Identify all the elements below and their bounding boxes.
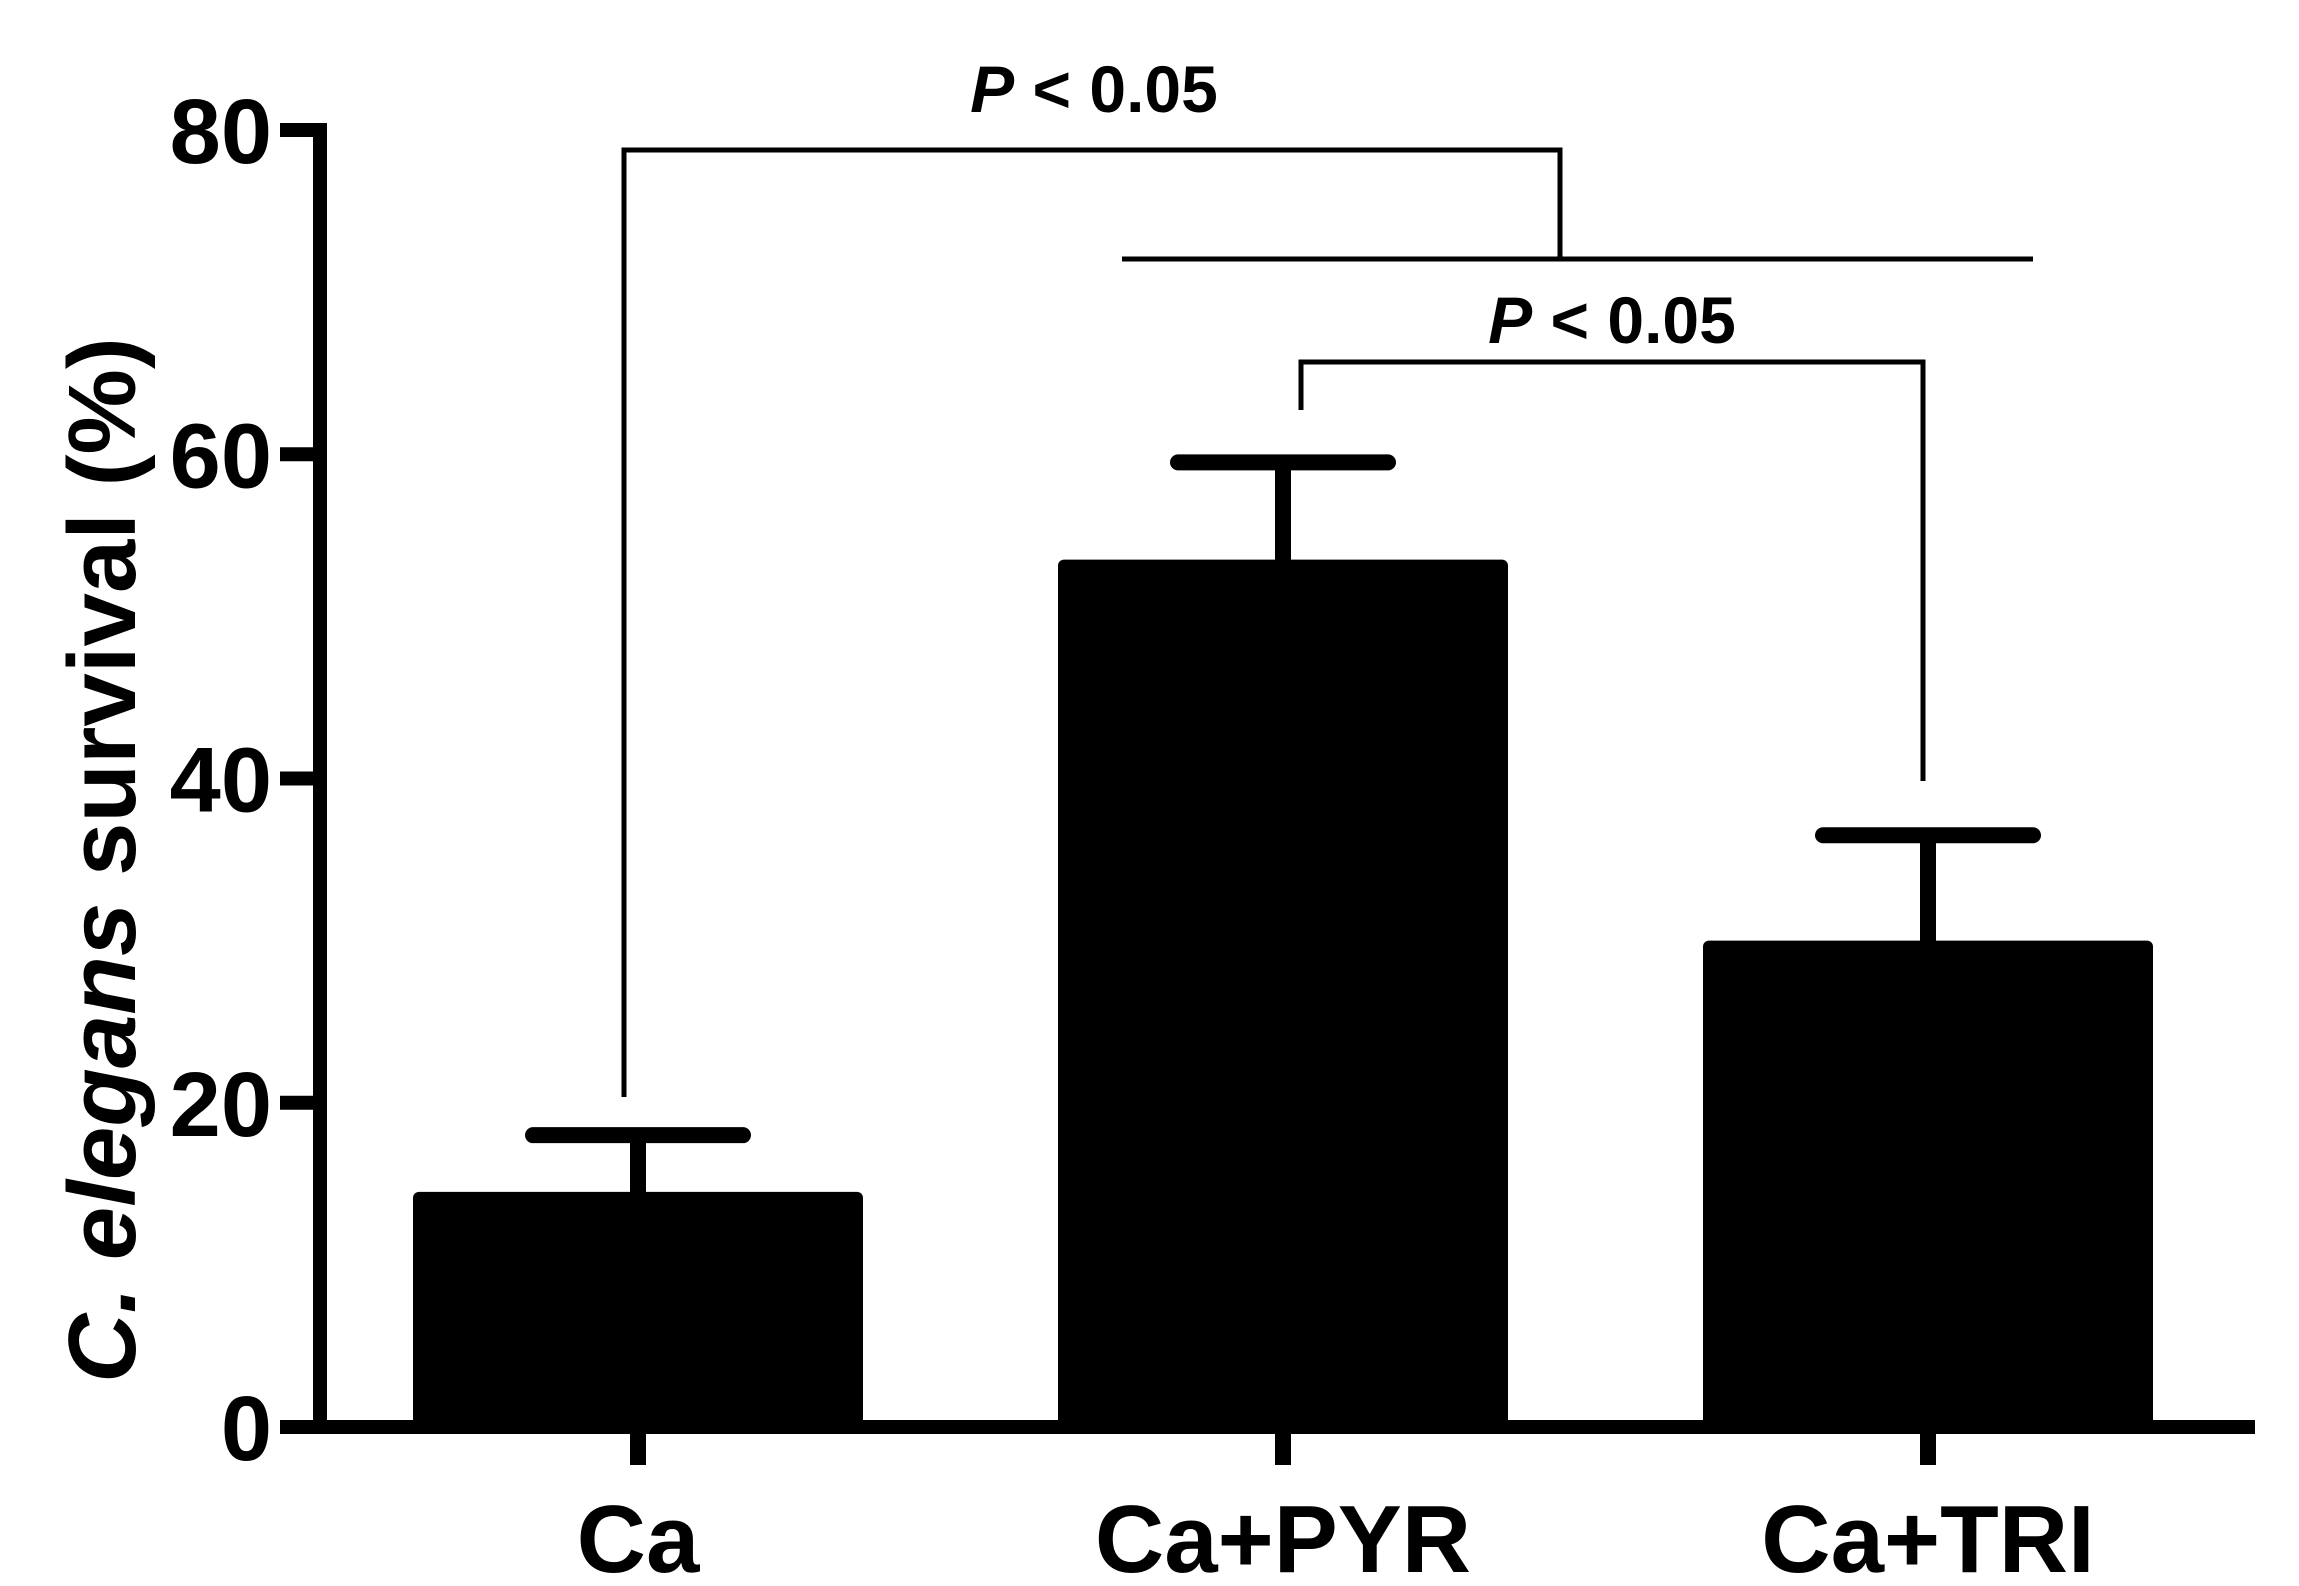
y-tick-label-80: 80 (170, 81, 272, 183)
bracket-2 (1298, 359, 1926, 781)
significance-label-2: P < 0.05 (1488, 283, 1736, 357)
y-axis-title-italic: C. elegans (49, 903, 156, 1383)
significance-label-2-italic: P (1488, 283, 1533, 357)
x-ticks-layer: Ca Ca+PYR Ca+TRI (577, 1427, 2095, 1586)
y-tick-label-20: 20 (170, 1054, 272, 1156)
x-tick-label-2: Ca+PYR (1095, 1486, 1471, 1586)
bars-layer (413, 559, 2153, 1427)
bracket-1 (621, 147, 1563, 1097)
y-tick-label-0: 0 (221, 1378, 272, 1480)
y-axis-title: C. elegans survival (%) (49, 337, 156, 1383)
y-ticks-layer: 0 20 40 60 80 (170, 81, 320, 1480)
significance-label-2-plain: < 0.05 (1532, 283, 1736, 357)
y-tick-label-60: 60 (170, 405, 272, 507)
bar-ca (413, 1191, 863, 1427)
bar-ca-tri (1703, 940, 2153, 1427)
significance-label-1-italic: P (970, 52, 1015, 126)
significance-brackets-layer: P < 0.05P < 0.05 (621, 52, 2033, 1097)
y-tick-label-40: 40 (170, 730, 272, 832)
x-tick-label-1: Ca (577, 1486, 700, 1586)
significance-label-1: P < 0.05 (970, 52, 1218, 126)
y-axis-title-plain: survival (%) (49, 337, 156, 903)
significance-label-1-plain: < 0.05 (1014, 52, 1218, 126)
bar-ca-pyr (1058, 559, 1508, 1427)
error-bars-layer (525, 454, 2041, 1196)
x-tick-label-3: Ca+TRI (1761, 1486, 2094, 1586)
